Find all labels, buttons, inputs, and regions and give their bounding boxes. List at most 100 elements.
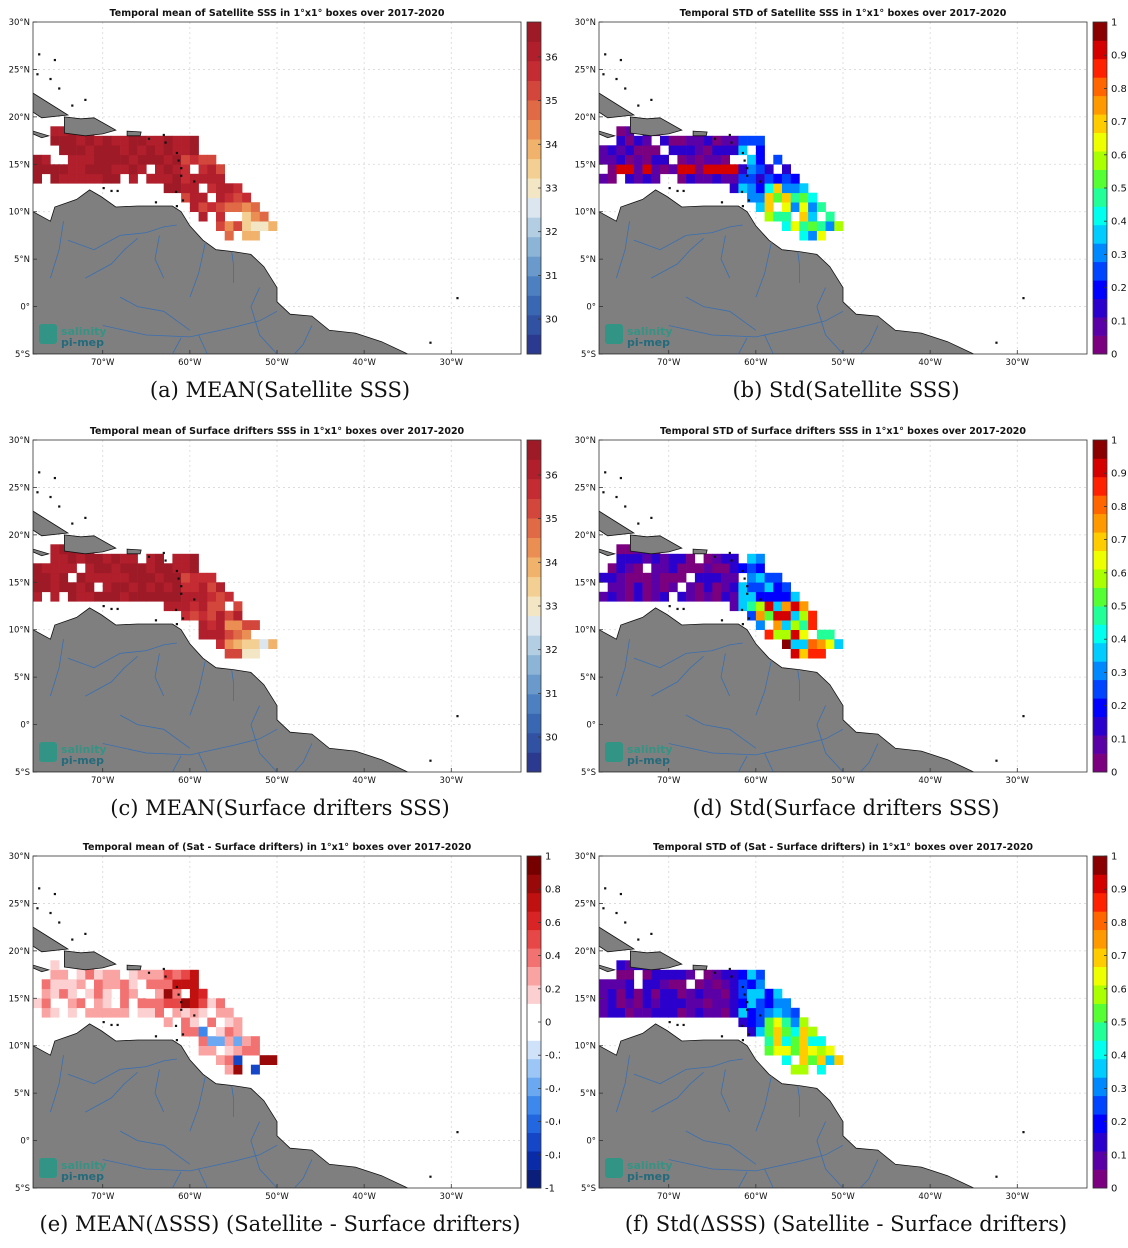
river [764,1168,774,1188]
data-cell [651,979,661,990]
data-cell [808,620,818,630]
data-cell [633,563,643,574]
data-cell [616,164,626,175]
colorbar-tick-label: 35 [545,96,558,107]
colorbar-segment [527,459,541,480]
data-cell [250,1036,260,1046]
data-cell [790,648,800,659]
data-cell [625,582,635,593]
data-cell [172,173,182,184]
data-cell [729,979,739,990]
data-cell [712,591,722,602]
data-cell [50,582,60,593]
data-cell [111,979,121,990]
lon-tick-label: 60°W [744,358,768,368]
data-cell [782,601,791,612]
data-cell [233,1045,243,1056]
data-cell [642,1007,652,1018]
data-cell [137,1007,147,1018]
data-cell [94,154,103,165]
colorbar-segment [1093,642,1107,662]
data-cell [120,979,130,990]
data-cell [755,979,765,990]
data-cell [721,154,730,165]
colorbar-tick-label: 0.9 [1111,885,1126,896]
colorbar-segment [1093,735,1107,754]
lon-tick-label: 50°W [265,776,289,786]
data-cell [747,135,757,146]
data-cell [146,173,156,184]
data-cell [224,629,234,640]
data-cell [721,998,730,1009]
data-cell [703,173,713,184]
data-cell [198,601,208,612]
land-islet [747,199,751,202]
data-cell [181,610,191,621]
lon-tick-label: 40°W [352,1192,376,1202]
data-cell [816,629,826,640]
data-cell [67,173,77,184]
lon-tick-label: 30°W [440,1192,464,1202]
lon-tick-label: 50°W [265,1192,289,1202]
data-cell [668,164,678,175]
river [685,714,757,749]
data-cell [721,173,730,184]
data-cell [85,173,95,184]
data-cell [67,979,77,990]
data-cell [268,221,278,231]
data-cell [729,601,739,612]
river [67,1058,177,1085]
data-cell [189,1036,199,1046]
land-islet [193,1014,196,1017]
data-cell [799,610,809,621]
river [85,237,138,279]
data-cell [59,126,69,137]
data-cell [233,1026,243,1037]
data-cell [782,610,791,621]
data-cell [207,998,217,1009]
data-cell [59,145,69,156]
data-cell [755,1026,765,1037]
land-islet [730,141,733,144]
data-cell [137,563,147,574]
colorbar-segment [527,314,541,335]
land-islet [53,58,56,62]
land-south-america [33,607,408,772]
data-cell [146,135,156,146]
data-cell [764,988,774,999]
data-cell [189,572,199,583]
data-cell [102,998,112,1009]
lat-tick-label: 15°N [575,160,596,170]
data-cell [198,164,208,175]
colorbar-segment [527,674,541,695]
data-cell [799,1026,809,1037]
colorbar-segment [527,929,541,949]
data-cell [773,211,783,222]
data-cell [755,154,765,165]
data-cell [189,610,199,621]
lat-tick-label: 5°S [581,350,596,360]
data-cell [207,173,217,184]
colorbar-tick-label: 0.8 [545,885,560,896]
land-islet [180,1001,183,1004]
land-islet [147,137,151,140]
land-islet [720,201,724,204]
data-cell [773,988,783,999]
data-cell [651,145,661,156]
data-cell [607,979,617,990]
figure-caption: (c) MEAN(Surface drifters SSS) [110,796,450,820]
data-cell [686,582,696,593]
svg-text:salinity: salinity [627,1159,673,1172]
data-cell [59,164,69,175]
data-cell [207,202,217,212]
data-cell [242,221,252,231]
river [119,1130,191,1165]
data-cell [790,192,800,203]
colorbar-segment [527,596,541,617]
colorbar-segment [1093,753,1107,773]
data-cell [625,563,635,574]
data-cell [102,582,112,593]
data-cell [189,1026,199,1037]
data-cell [137,979,147,990]
data-cell [677,969,687,980]
